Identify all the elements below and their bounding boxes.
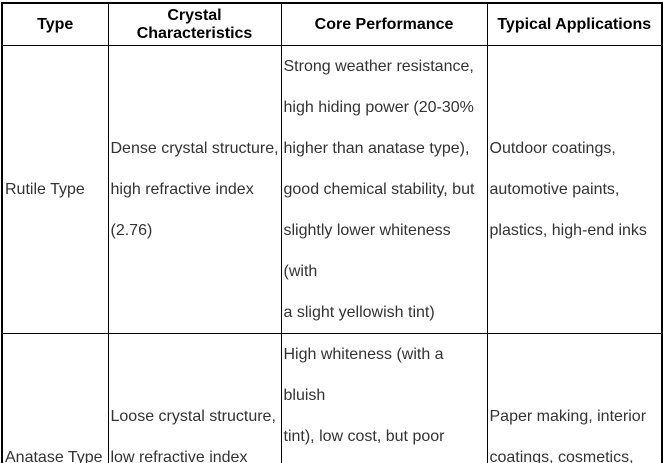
cell-anatase-typical-applications: Paper making, interior coatings, cosmeti… [486,333,663,463]
cell-rutile-typical-applications: Outdoor coatings, automotive paints, pla… [486,45,663,334]
table-header-row: Type Crystal Characteristics Core Perfor… [1,2,663,46]
cell-rutile-core-performance: Strong weather resistance, high hiding p… [280,45,488,334]
cell-anatase-core-performance: High whiteness (with a bluish tint), low… [280,333,488,463]
cell-anatase-crystal-characteristics: Loose crystal structure, low refractive … [107,333,282,463]
header-crystal-characteristics: Crystal Characteristics [107,2,282,46]
cell-rutile-crystal-characteristics: Dense crystal structure, high refractive… [107,45,282,334]
cell-anatase-type: Anatase Type [1,333,109,463]
header-typical-applications: Typical Applications [486,2,663,46]
header-core-performance: Core Performance [280,2,488,46]
cell-rutile-type: Rutile Type [1,45,109,334]
table-row-rutile: Rutile Type Dense crystal structure, hig… [1,45,663,334]
header-type: Type [1,2,109,46]
table-row-anatase: Anatase Type Loose crystal structure, lo… [1,333,663,463]
